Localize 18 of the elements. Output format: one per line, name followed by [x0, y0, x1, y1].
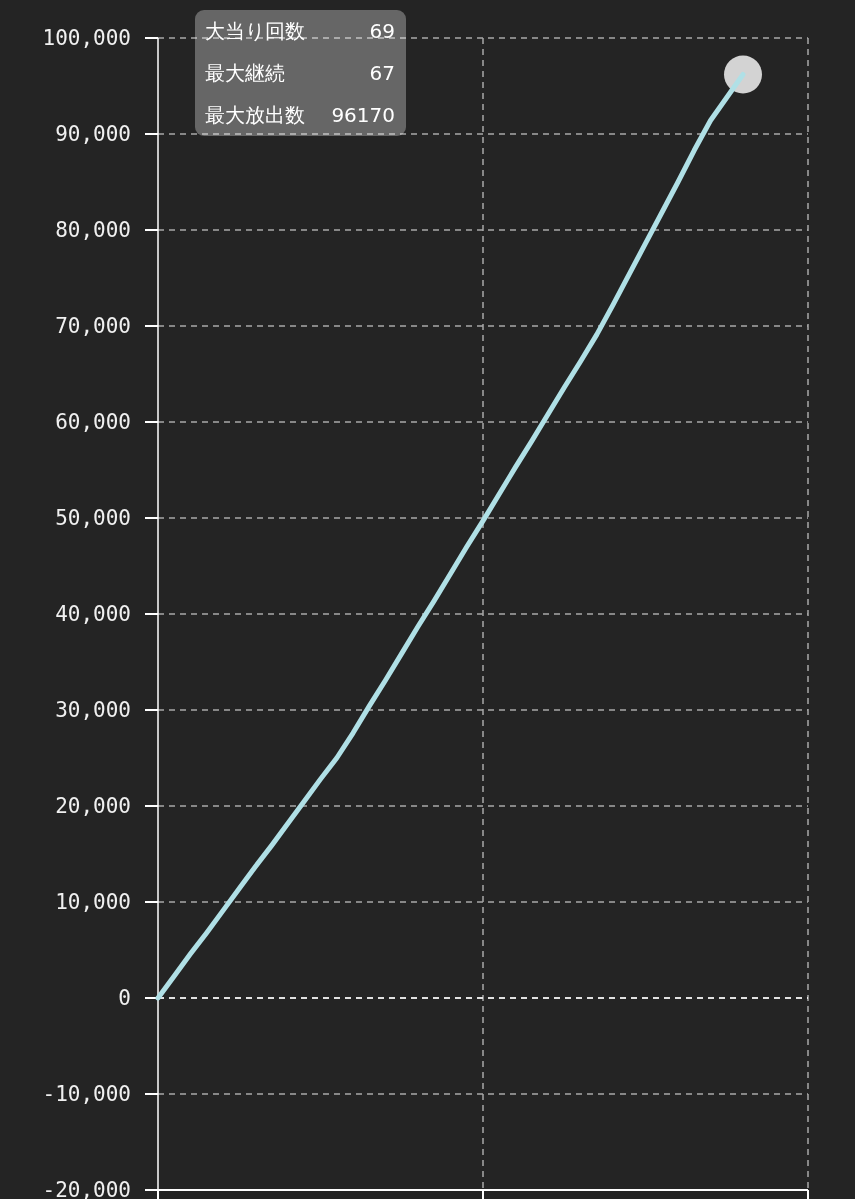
y-tick-label: 10,000 — [55, 890, 131, 915]
annotation: 67 — [369, 61, 395, 85]
annotation: 69 — [369, 19, 395, 43]
y-tick-label: 60,000 — [55, 410, 131, 435]
annotation: 96170 — [331, 103, 395, 127]
y-tick-label: 30,000 — [55, 698, 131, 723]
annotation: 大当り回数 — [205, 19, 305, 43]
annotation: 最大継続 — [205, 61, 285, 85]
y-tick-label: 0 — [118, 986, 131, 1011]
annotation: 最大放出数 — [205, 103, 305, 127]
y-tick-label: 40,000 — [55, 602, 131, 627]
y-tick-label: 90,000 — [55, 122, 131, 147]
y-tick-label: 80,000 — [55, 218, 131, 243]
y-tick-label: 20,000 — [55, 794, 131, 819]
y-tick-label: 100,000 — [42, 26, 131, 51]
y-tick-label: -10,000 — [42, 1082, 131, 1107]
y-tick-label: 50,000 — [55, 506, 131, 531]
y-tick-label: 70,000 — [55, 314, 131, 339]
